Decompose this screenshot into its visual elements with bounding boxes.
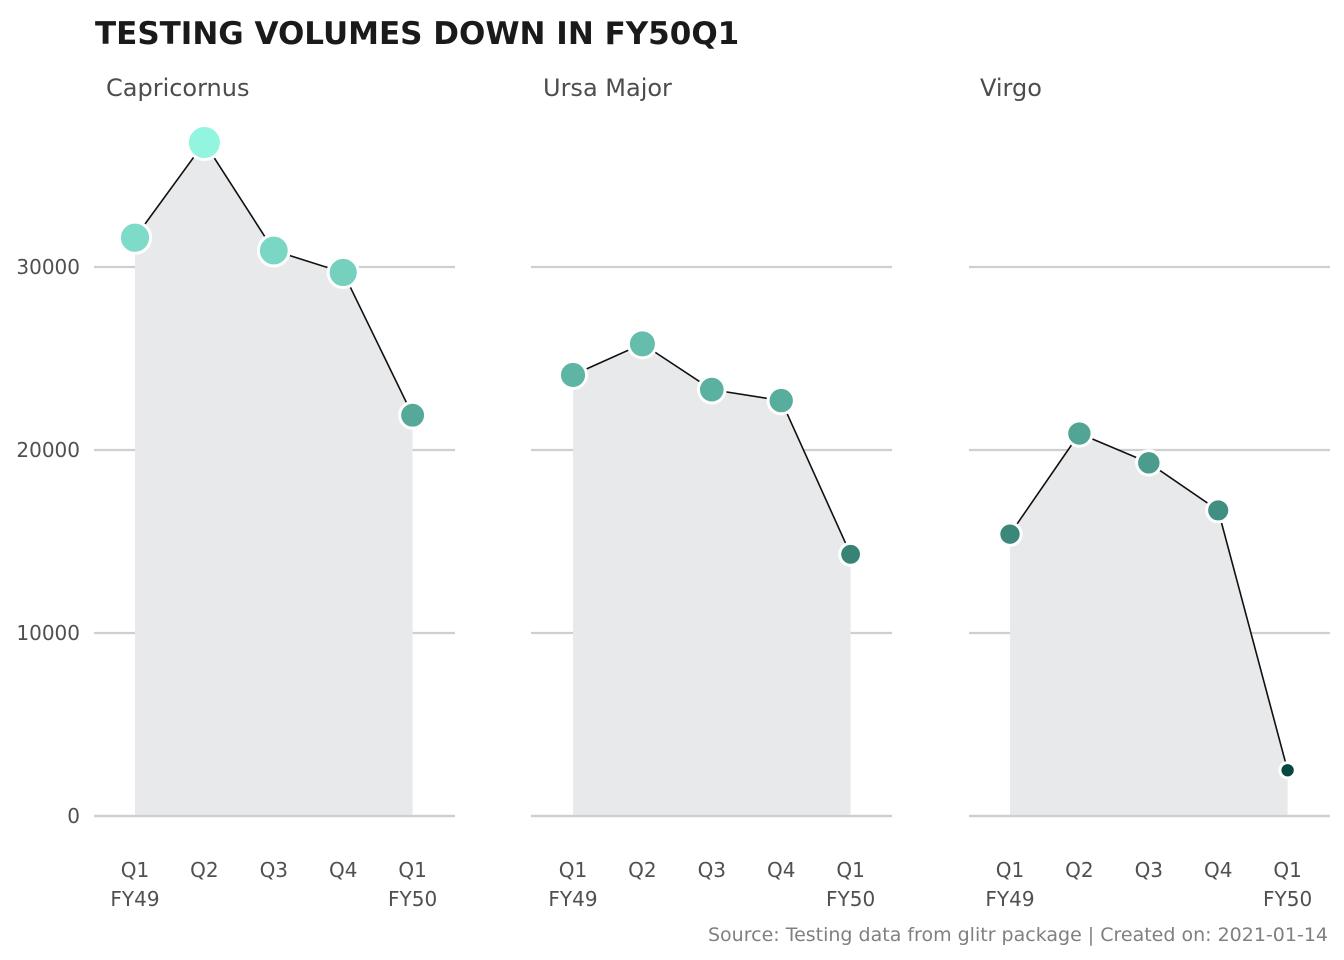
x-tick-label: Q2	[190, 858, 218, 882]
data-point	[557, 359, 589, 391]
facet-label: Virgo	[980, 74, 1042, 102]
x-tick-label: Q4	[767, 858, 795, 882]
x-tick-label: Q3	[260, 858, 288, 882]
x-tick-label: FY50	[1263, 887, 1312, 911]
data-point	[117, 220, 153, 255]
y-tick-label: 0	[67, 804, 80, 828]
x-tick-label: FY49	[985, 887, 1034, 911]
x-tick-label: Q1	[121, 858, 149, 882]
x-tick-label: FY50	[388, 887, 437, 911]
area-fill	[1010, 433, 1288, 816]
y-tick-label: 20000	[16, 438, 80, 462]
chart-caption: Source: Testing data from glitr package …	[708, 924, 1328, 946]
data-point	[766, 385, 796, 416]
x-tick-label: Q1	[1273, 858, 1301, 882]
data-point	[1135, 449, 1163, 477]
x-tick-label: FY49	[548, 887, 597, 911]
chart-title: TESTING VOLUMES DOWN IN FY50Q1	[95, 16, 739, 52]
y-tick-label: 10000	[16, 621, 80, 645]
x-tick-label: Q1	[836, 858, 864, 882]
data-point	[626, 328, 658, 360]
x-tick-label: Q1	[398, 858, 426, 882]
data-point	[256, 233, 291, 268]
x-tick-label: Q1	[559, 858, 587, 882]
data-point	[398, 400, 428, 430]
facet-panels: Capricornus Q1 FY49 Q2 Q3 Q4 Q1 FY50 Ursa Major Q…	[94, 74, 1330, 911]
facet-panel-1: Ursa Major Q1 FY49 Q2 Q3 Q4 Q1 FY50	[531, 74, 892, 911]
data-point	[696, 374, 727, 405]
data-point	[1278, 761, 1297, 780]
x-tick-label: FY50	[826, 887, 875, 911]
x-tick-label: Q1	[996, 858, 1024, 882]
data-point	[185, 124, 223, 162]
data-point	[838, 541, 863, 567]
x-tick-label: FY49	[110, 887, 159, 911]
x-tick-label: Q2	[628, 858, 656, 882]
data-point	[326, 255, 360, 290]
facet-label: Ursa Major	[543, 74, 672, 102]
area-fill	[573, 343, 851, 816]
x-tick-label: Q3	[698, 858, 726, 882]
x-tick-label: Q4	[1204, 858, 1232, 882]
y-tick-label: 30000	[16, 255, 80, 279]
y-axis: 0 10000 20000 30000	[16, 255, 80, 828]
facet-label: Capricornus	[106, 74, 249, 102]
facet-panel-0: Capricornus Q1 FY49 Q2 Q3 Q4 Q1 FY50	[94, 74, 455, 911]
x-tick-label: Q3	[1135, 858, 1163, 882]
data-point	[1205, 497, 1232, 524]
data-point	[1065, 419, 1094, 448]
x-tick-label: Q2	[1065, 858, 1093, 882]
area-fill	[135, 142, 413, 816]
x-tick-label: Q4	[329, 858, 357, 882]
facet-panel-2: Virgo Q1 FY49 Q2 Q3 Q4 Q1 FY50	[969, 74, 1330, 911]
data-point	[997, 521, 1023, 547]
